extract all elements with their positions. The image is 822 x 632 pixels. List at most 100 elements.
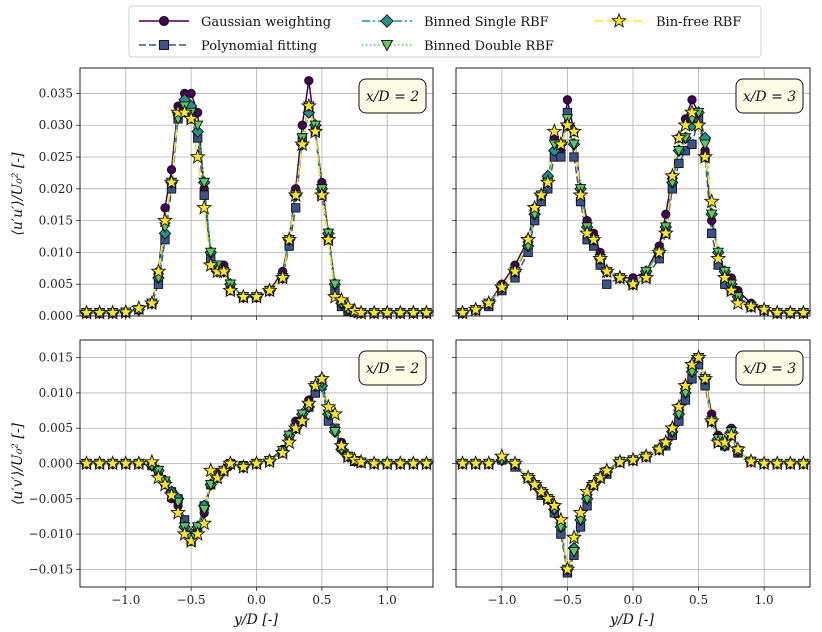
data-point: [297, 120, 307, 130]
annotation-text: x/D = 2: [366, 361, 419, 377]
data-point: [556, 152, 566, 162]
data-point: [769, 455, 786, 471]
axes-frame: [79, 339, 434, 588]
data-point: [166, 165, 177, 175]
data-point: [78, 455, 95, 471]
data-point: [664, 419, 681, 436]
legend-label: Gaussian weighting: [201, 15, 331, 30]
data-point: [274, 444, 291, 460]
data-point: [160, 203, 170, 213]
data-point: [699, 139, 711, 151]
data-point: [307, 123, 324, 139]
data-point: [568, 139, 580, 151]
data-point: [602, 279, 612, 289]
legend-item-bin-free: Bin-free RBF: [594, 12, 741, 30]
data-point: [782, 455, 799, 471]
y-tick-label: 0.005: [39, 421, 73, 435]
x-tick-label: 0.0: [247, 593, 266, 607]
data-point: [183, 532, 200, 548]
legend-label: Polynomial fitting: [201, 39, 317, 54]
data-point: [222, 455, 239, 471]
data-point: [742, 298, 760, 314]
data-point: [143, 453, 160, 469]
data-point: [304, 76, 314, 86]
series-markers: [454, 349, 812, 578]
y-tick-label: 0.030: [39, 118, 73, 132]
data-point: [569, 152, 579, 162]
data-point: [130, 455, 147, 471]
data-point: [454, 455, 471, 471]
legend-item-binned-single: Binned Single RBF: [362, 14, 549, 30]
data-point: [199, 190, 209, 200]
data-point: [235, 288, 252, 304]
legend-label: Bin-free RBF: [656, 15, 741, 30]
data-point: [638, 448, 655, 464]
data-point: [674, 158, 684, 169]
data-point: [552, 135, 569, 152]
x-tick-label: 0.5: [689, 593, 708, 607]
data-point: [281, 231, 298, 247]
data-point: [326, 288, 343, 304]
data-point: [565, 123, 583, 139]
data-point: [215, 263, 232, 279]
data-point: [189, 148, 206, 164]
x-tick-label: −0.5: [553, 593, 582, 607]
data-point: [687, 95, 697, 105]
data-point: [546, 497, 563, 513]
data-point: [552, 511, 569, 527]
axes-frame: [455, 339, 811, 588]
data-point: [274, 269, 291, 285]
data-point: [198, 177, 211, 189]
data-point: [291, 203, 301, 213]
data-point: [598, 263, 615, 279]
data-point: [611, 269, 628, 285]
data-point: [222, 282, 239, 298]
series-markers: [454, 95, 812, 320]
data-point: [624, 451, 642, 467]
panel-bottom-left: −0.015 −0.010 −0.005 0.000 0.005 0.010 0.015 −1…: [29, 339, 435, 607]
panel-top-left: 0.000 0.005 0.010 0.015 0.020 0.025 0.030 0.035…: [39, 67, 435, 323]
data-point: [300, 395, 317, 411]
data-point: [196, 199, 213, 215]
data-point: [117, 303, 134, 319]
data-point: [248, 288, 265, 304]
data-point: [329, 279, 341, 291]
data-point: [559, 560, 576, 577]
data-point: [568, 547, 580, 558]
data-point: [287, 419, 304, 436]
data-point: [340, 448, 357, 464]
y-tick-label: 0.010: [39, 386, 73, 400]
data-point: [493, 278, 510, 295]
data-point: [795, 455, 812, 471]
y-tick-label: 0.035: [39, 86, 73, 100]
data-point: [300, 97, 317, 113]
data-point: [697, 148, 714, 164]
data-point: [480, 294, 497, 311]
data-point: [186, 88, 196, 99]
data-point: [183, 110, 200, 126]
data-point: [320, 398, 337, 414]
x-tick-label: −1.0: [487, 593, 516, 607]
data-point: [539, 490, 556, 506]
data-point: [215, 462, 232, 478]
data-point: [697, 370, 714, 386]
legend-marker-star: [610, 12, 628, 28]
data-point: [579, 224, 596, 241]
data-point: [176, 104, 193, 120]
legend-label: Binned Single RBF: [424, 15, 549, 30]
data-point: [202, 256, 219, 272]
data-point: [520, 231, 537, 247]
y-axis-label-top: ⟨u′u′⟩/U₀² [-]: [10, 152, 26, 236]
data-point: [539, 174, 556, 190]
x-axis-label-left: y/D [-]: [233, 612, 278, 628]
legend-marker-triangle-down: [380, 39, 394, 52]
data-point: [611, 453, 628, 469]
data-point: [592, 469, 609, 485]
data-point: [690, 349, 707, 365]
data-point: [104, 455, 121, 471]
data-point: [585, 231, 602, 247]
data-point: [117, 455, 134, 471]
data-point: [657, 433, 674, 450]
data-point: [670, 398, 687, 414]
